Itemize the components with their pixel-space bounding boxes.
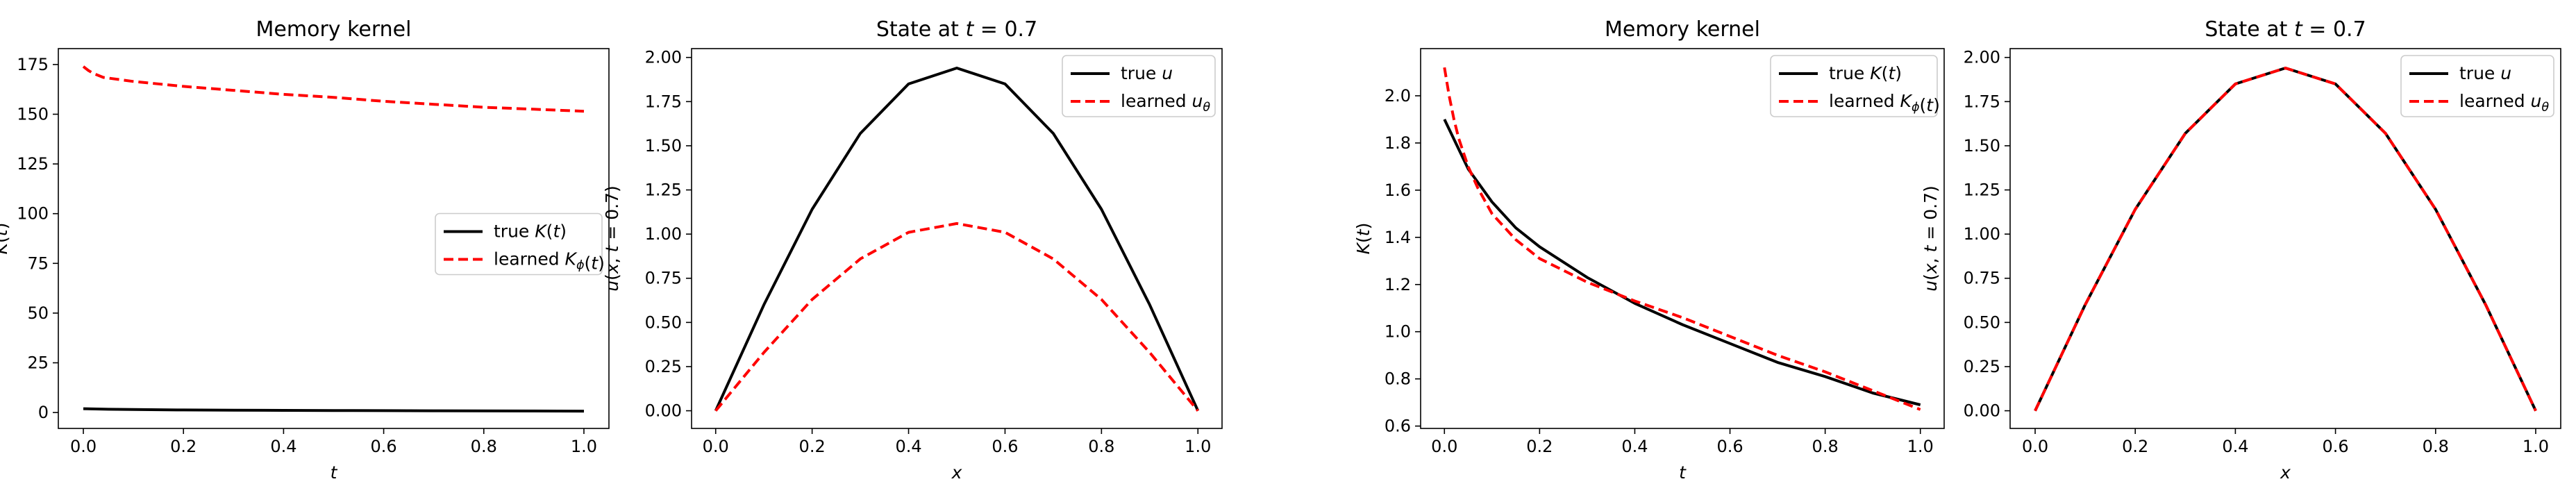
axes-frame xyxy=(58,48,610,429)
y-axis-label: K(t) xyxy=(0,223,11,255)
y-tick-label: 0.75 xyxy=(645,269,682,288)
x-tick-label: 0.4 xyxy=(895,437,921,456)
series-true-line xyxy=(714,67,1200,412)
x-tick-label: 0.2 xyxy=(799,437,826,456)
y-tick-label: 0.00 xyxy=(645,401,682,421)
y-tick-label: 0.75 xyxy=(1964,269,2000,288)
y-tick-label: 1.4 xyxy=(1385,228,1411,247)
series-true-line xyxy=(83,407,585,413)
legend: true u learned uθ xyxy=(2400,55,2554,117)
y-tick-label: 0.25 xyxy=(1964,357,2000,376)
y-tick-label: 0 xyxy=(38,403,49,422)
chart-title: Memory kernel xyxy=(1605,17,1760,42)
series-true-line xyxy=(1443,119,1921,406)
axes-frame xyxy=(2009,48,2561,429)
x-tick-label: 0.2 xyxy=(2122,437,2148,456)
chart-panel-1: Memory kernel 0.0 0.2 0.4 0.6 0.8 1.0 0 25 50 75 10… xyxy=(0,17,610,483)
legend: true K(t) learned Kϕ(t) xyxy=(1770,55,1940,117)
y-tick-label: 175 xyxy=(17,55,49,74)
y-tick-label: 1.00 xyxy=(1964,224,2000,244)
y-tick-label: 1.25 xyxy=(1964,181,2000,200)
x-tick-label: 0.8 xyxy=(1088,437,1114,456)
axes-frame xyxy=(1420,48,1945,429)
chart-panel-4: State at t = 0.7 0.0 0.2 0.4 0.6 0.8 1.0 0.00 0.… xyxy=(1921,17,2561,483)
legend-label: true K(t) xyxy=(494,222,567,242)
y-tick-label: 1.25 xyxy=(645,181,682,200)
x-axis-label: t xyxy=(1679,462,1687,483)
x-tick-label: 1.0 xyxy=(1907,437,1934,456)
y-tick-label: 1.0 xyxy=(1385,322,1411,342)
y-tick-label: 1.50 xyxy=(645,136,682,156)
y-tick-label: 75 xyxy=(27,253,49,273)
legend: true K(t) learned Kϕ(t) xyxy=(435,212,605,276)
legend-label: true u xyxy=(2459,63,2511,83)
x-tick-label: 0.4 xyxy=(2222,437,2248,456)
series-true-line xyxy=(2034,67,2537,412)
y-tick-label: 100 xyxy=(17,204,49,224)
y-tick-label: 150 xyxy=(17,105,49,124)
y-tick-label: 1.2 xyxy=(1385,275,1411,294)
legend-label: learned uθ xyxy=(2459,91,2549,115)
series-learned-line xyxy=(714,222,1199,412)
y-tick-label: 1.50 xyxy=(1964,136,2000,156)
y-tick-label: 2.0 xyxy=(1385,86,1411,106)
legend-label: learned Kϕ(t) xyxy=(494,249,605,274)
series-learned-line xyxy=(82,65,585,113)
chart-title: State at t = 0.7 xyxy=(2205,17,2366,42)
y-tick-label: 0.25 xyxy=(645,357,682,376)
y-tick-label: 0.8 xyxy=(1385,369,1411,389)
x-tick-label: 0.0 xyxy=(2022,437,2048,456)
y-tick-label: 0.00 xyxy=(1964,401,2000,421)
y-tick-label: 1.6 xyxy=(1385,181,1411,200)
x-tick-label: 0.6 xyxy=(2323,437,2349,456)
x-axis-label: t xyxy=(331,462,338,483)
y-tick-label: 1.75 xyxy=(645,92,682,111)
series-learned-line xyxy=(2034,67,2537,412)
y-tick-label: 1.00 xyxy=(645,224,682,244)
legend-label: learned Kϕ(t) xyxy=(1829,91,1940,115)
y-axis-label: K(t) xyxy=(1353,223,1373,255)
y-tick-label: 2.00 xyxy=(645,48,682,67)
y-tick-label: 2.00 xyxy=(1964,48,2000,67)
x-tick-label: 0.8 xyxy=(1812,437,1839,456)
x-tick-label: 0.8 xyxy=(2423,437,2449,456)
x-tick-label: 0.2 xyxy=(1526,437,1553,456)
y-axis-label: u(x, t = 0.7) xyxy=(1921,185,1941,292)
x-tick-label: 1.0 xyxy=(1185,437,1211,456)
y-tick-label: 0.6 xyxy=(1385,417,1411,436)
chart-title: Memory kernel xyxy=(256,17,412,42)
series-learned-line xyxy=(1443,67,1921,411)
x-tick-label: 0.0 xyxy=(703,437,729,456)
y-tick-label: 25 xyxy=(27,353,49,372)
axes-frame xyxy=(691,48,1223,429)
x-tick-label: 1.0 xyxy=(2523,437,2549,456)
chart-title: State at t = 0.7 xyxy=(876,17,1037,42)
chart-panel-2: State at t = 0.7 0.0 0.2 0.4 0.6 0.8 1.0 0.00 0.… xyxy=(602,17,1223,483)
x-tick-label: 0.4 xyxy=(270,437,296,456)
y-axis-label: u(x, t = 0.7) xyxy=(602,185,622,292)
x-tick-label: 0.8 xyxy=(471,437,497,456)
legend-label: learned uθ xyxy=(1121,91,1210,115)
x-axis-label: x xyxy=(951,462,962,483)
x-axis-label: x xyxy=(2280,462,2291,483)
y-tick-label: 0.50 xyxy=(645,312,682,332)
legend-label: true K(t) xyxy=(1829,63,1902,83)
x-tick-label: 0.6 xyxy=(371,437,397,456)
x-tick-label: 0.6 xyxy=(992,437,1018,456)
x-tick-label: 0.2 xyxy=(170,437,196,456)
y-tick-label: 1.75 xyxy=(1964,92,2000,111)
x-tick-label: 0.0 xyxy=(70,437,97,456)
x-tick-label: 1.0 xyxy=(571,437,597,456)
x-tick-label: 0.0 xyxy=(1431,437,1457,456)
x-tick-label: 0.6 xyxy=(1716,437,1743,456)
chart-panel-3: Memory kernel 0.0 0.2 0.4 0.6 0.8 1.0 0.6 0.8 1.0… xyxy=(1353,17,1945,483)
legend: true u learned uθ xyxy=(1062,55,1216,117)
y-tick-label: 0.50 xyxy=(1964,312,2000,332)
legend-label: true u xyxy=(1121,63,1173,83)
y-tick-label: 1.8 xyxy=(1385,133,1411,153)
y-tick-label: 50 xyxy=(27,303,49,323)
x-tick-label: 0.4 xyxy=(1621,437,1648,456)
y-tick-label: 125 xyxy=(17,154,49,174)
